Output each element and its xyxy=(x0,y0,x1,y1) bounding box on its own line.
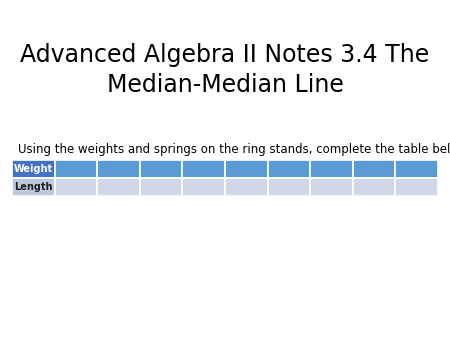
Bar xyxy=(225,160,268,178)
Bar xyxy=(12,178,54,196)
Bar xyxy=(310,160,353,178)
Bar xyxy=(396,160,438,178)
Text: Weight: Weight xyxy=(14,164,53,174)
Bar xyxy=(353,178,396,196)
Bar xyxy=(12,160,54,178)
Bar xyxy=(396,178,438,196)
Bar xyxy=(54,178,97,196)
Bar xyxy=(97,160,140,178)
Bar xyxy=(140,160,182,178)
Text: Length: Length xyxy=(14,182,53,192)
Bar xyxy=(182,178,225,196)
Bar xyxy=(268,160,310,178)
Bar xyxy=(225,178,268,196)
Bar xyxy=(54,160,97,178)
Bar xyxy=(97,178,140,196)
Text: Using the weights and springs on the ring stands, complete the table below:: Using the weights and springs on the rin… xyxy=(18,143,450,156)
Bar xyxy=(268,178,310,196)
Bar xyxy=(353,160,396,178)
Bar xyxy=(140,178,182,196)
Text: Advanced Algebra II Notes 3.4 The
Median-Median Line: Advanced Algebra II Notes 3.4 The Median… xyxy=(20,43,430,97)
Bar xyxy=(310,178,353,196)
Bar xyxy=(182,160,225,178)
